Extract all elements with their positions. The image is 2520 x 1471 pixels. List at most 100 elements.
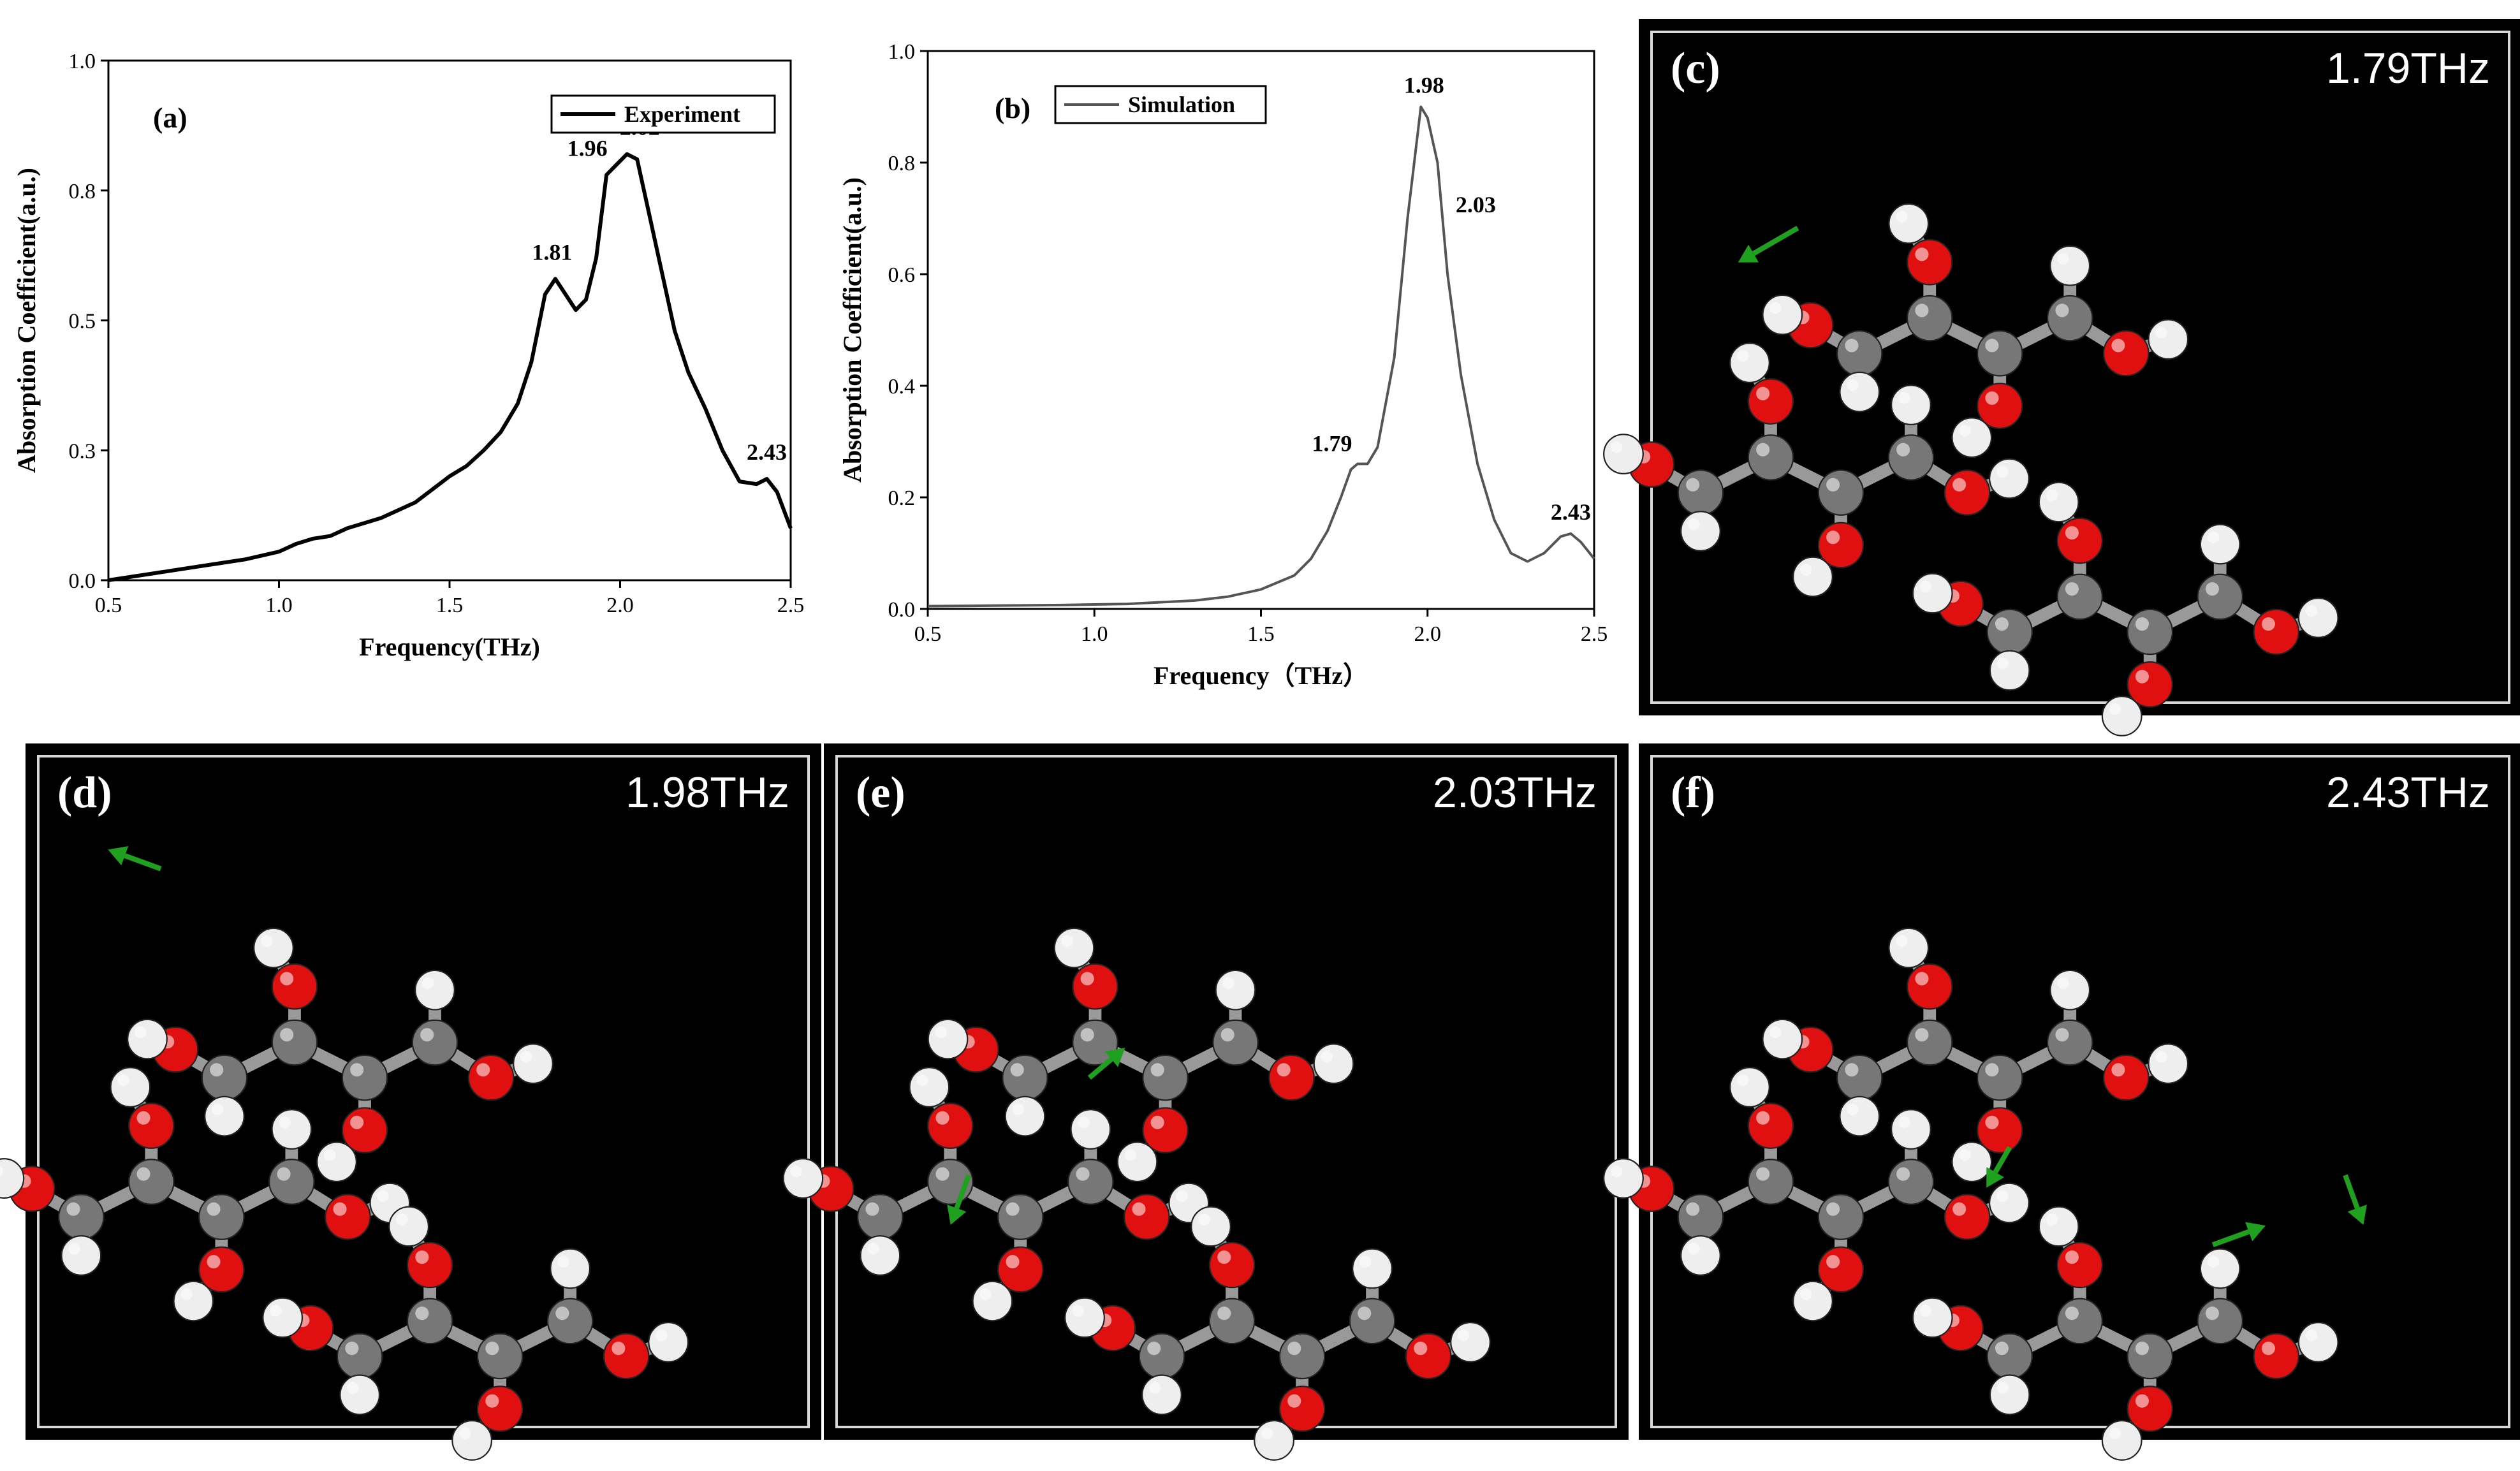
panel-label: (d) <box>57 768 112 817</box>
carbon-atom <box>2127 608 2174 655</box>
x-axis-label: Frequency（THz） <box>1154 661 1368 690</box>
atom-highlight <box>2057 977 2069 990</box>
molecule-left <box>0 1067 411 1322</box>
atom-highlight <box>2135 617 2149 631</box>
atom-highlight <box>1896 935 1908 948</box>
oxygen-atom <box>128 1102 175 1149</box>
atom-highlight <box>1458 1329 1470 1342</box>
atom-highlight <box>1952 1202 1967 1216</box>
x-axis-label: Frequency(THz) <box>359 633 540 661</box>
hydrogen-atom <box>414 969 455 1011</box>
atom-highlight <box>270 1305 282 1317</box>
legend-label: Simulation <box>1128 92 1235 117</box>
atom-highlight <box>1261 1427 1273 1440</box>
carbon-atom <box>1138 1333 1185 1380</box>
carbon-atom <box>546 1298 594 1345</box>
hydrogen-atom <box>2049 245 2091 286</box>
atom-highlight <box>1919 1305 1932 1317</box>
arrow-head-icon <box>2245 1222 2266 1241</box>
atom-highlight <box>377 1190 389 1203</box>
oxygen-atom <box>1405 1333 1452 1380</box>
hydrogen-atom <box>2199 523 2241 565</box>
atom-highlight <box>1687 518 1700 531</box>
hydrogen-atom <box>909 1067 950 1108</box>
atom-highlight <box>1915 247 1929 261</box>
plot-frame <box>107 59 792 582</box>
hydrogen-atom <box>271 1109 312 1150</box>
molecule-lower <box>1912 481 2339 736</box>
atom-highlight <box>420 1028 434 1042</box>
carbon-atom <box>997 1194 1044 1240</box>
hydrogen-atom <box>1603 1158 1644 1199</box>
atom-highlight <box>557 1255 569 1268</box>
atom-highlight <box>867 1243 879 1255</box>
oxygen-atom <box>1072 963 1118 1010</box>
atom-highlight <box>1985 391 1999 405</box>
peak-label: 2.43 <box>747 439 787 465</box>
carbon-atom <box>2046 1019 2093 1066</box>
mode-panel-d: (d) 1.98THz <box>0 743 821 1461</box>
atom-highlight <box>1321 1051 1333 1063</box>
carbon-atom <box>406 1298 453 1345</box>
hydrogen-atom <box>451 1420 493 1461</box>
molecule-upper <box>1762 203 2189 458</box>
atom-highlight <box>1826 1255 1840 1269</box>
atom-highlight <box>1610 441 1623 453</box>
hydrogen-atom <box>1680 1235 1721 1276</box>
atom-highlight <box>1995 1342 2009 1356</box>
y-tick-label: 0.3 <box>69 439 96 463</box>
atom-highlight <box>421 977 434 990</box>
oxygen-atom <box>1944 469 1991 516</box>
atom-highlight <box>1277 1063 1291 1077</box>
hydrogen-atom <box>2101 696 2143 736</box>
panel-label: (e) <box>856 768 905 817</box>
carbon-atom <box>1817 469 1864 516</box>
atom-highlight <box>1996 465 2009 478</box>
hydrogen-atom <box>1912 1297 1953 1338</box>
panel-letter: (b) <box>995 92 1030 124</box>
oxygen-atom <box>1944 1194 1991 1240</box>
hydrogen-atom <box>1839 1095 1880 1137</box>
atom-highlight <box>1919 580 1932 592</box>
y-tick-label: 0.0 <box>888 598 916 622</box>
mode-panel-c: (c) 1.79THz <box>1603 19 2520 736</box>
series-line <box>927 105 1595 608</box>
atom-highlight <box>1176 1190 1188 1203</box>
atom-highlight <box>136 1111 150 1125</box>
hydrogen-atom <box>339 1374 381 1416</box>
hydrogen-atom <box>1912 573 1953 614</box>
atom-highlight <box>1610 1166 1623 1178</box>
displacement-arrow <box>2211 1229 2250 1247</box>
atom-highlight <box>1198 1213 1210 1226</box>
peak-label: 1.81 <box>532 239 572 265</box>
hydrogen-atom <box>388 1206 430 1247</box>
x-tick-label: 1.5 <box>436 594 464 617</box>
atom-highlight <box>207 1255 221 1269</box>
atom-highlight <box>2205 1306 2219 1321</box>
hydrogen-atom <box>1951 1141 1993 1183</box>
frequency-label: 1.79THz <box>2326 44 2490 92</box>
chart-b: 0.5 1.0 1.5 2.0 2.5 0.0 0.2 0.4 0.6 0.8 1.0 Frequen… <box>838 40 1608 690</box>
carbon-atom <box>1976 330 2023 377</box>
mode-panel-f: (f) 2.43THz <box>1603 743 2520 1461</box>
peak-label: 1.79 <box>1312 431 1352 457</box>
x-tick-label: 2.0 <box>1414 622 1442 646</box>
frequency-label: 1.98THz <box>626 768 789 817</box>
atom-highlight <box>1756 443 1770 457</box>
atom-highlight <box>1006 1255 1020 1269</box>
atom-highlight <box>2111 339 2125 353</box>
atom-highlight <box>1012 1103 1024 1116</box>
atom-highlight <box>260 935 273 948</box>
hydrogen-atom <box>1680 511 1721 552</box>
displacement-arrow <box>2343 1174 2360 1210</box>
atom-highlight <box>2261 1342 2275 1356</box>
oxygen-atom <box>325 1194 371 1240</box>
atom-highlight <box>1985 339 1999 353</box>
atom-highlight <box>207 1202 221 1216</box>
atom-highlight <box>2135 1394 2149 1408</box>
atom-highlight <box>1915 972 1929 986</box>
arrow-head-icon <box>2347 1204 2367 1226</box>
y-tick-label: 0.2 <box>888 487 916 510</box>
atom-highlight <box>1896 443 1910 457</box>
x-tick-label: 1.0 <box>1081 622 1108 646</box>
